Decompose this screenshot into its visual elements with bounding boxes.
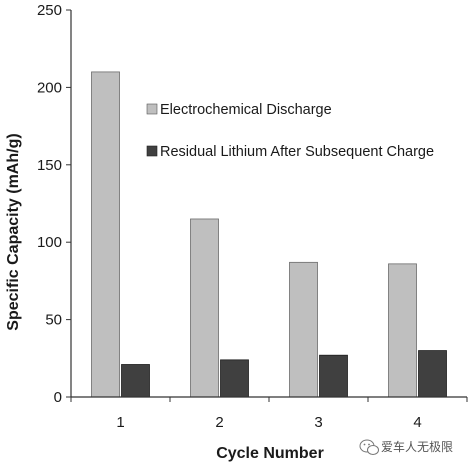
bar-discharge-cycle-4 [388, 263, 417, 398]
legend: Electrochemical Discharge Residual Lithi… [146, 102, 434, 160]
bar-residual-cycle-4 [418, 350, 447, 398]
bar-residual-cycle-1 [121, 364, 150, 398]
y-tick-label: 0 [54, 389, 62, 406]
legend-swatch-discharge [146, 103, 158, 115]
y-tick-label: 100 [37, 234, 62, 251]
watermark-text: 爱车人无极限 [381, 439, 453, 454]
y-tick-label: 200 [37, 79, 62, 96]
wechat-icon [359, 439, 379, 455]
y-axis-title: Specific Capacity (mAh/g) [5, 133, 22, 330]
legend-label-discharge: Electrochemical Discharge [160, 102, 332, 118]
x-axis-title: Cycle Number [216, 445, 324, 462]
bar-group [91, 71, 447, 398]
legend-swatch-residual [146, 145, 158, 157]
bar-discharge-cycle-3 [289, 261, 318, 398]
y-tick-label: 50 [45, 312, 62, 329]
bar-residual-cycle-3 [319, 354, 348, 398]
x-tick-label: 4 [413, 414, 421, 431]
x-tick-label: 3 [314, 414, 322, 431]
x-tick-label: 2 [215, 414, 223, 431]
bar-residual-cycle-2 [220, 359, 249, 398]
watermark: 爱车人无极限 [359, 439, 453, 455]
y-tick-label: 150 [37, 157, 62, 174]
x-tick-label: 1 [116, 414, 124, 431]
x-axis-ticks: 1 2 3 4 [70, 397, 468, 431]
y-axis-ticks: 0 50 100 150 200 250 [37, 2, 71, 406]
legend-label-residual: Residual Lithium After Subsequent Charge [160, 144, 434, 160]
bar-discharge-cycle-2 [190, 218, 219, 398]
y-tick-label: 250 [37, 2, 62, 19]
bar-discharge-cycle-1 [91, 71, 120, 398]
